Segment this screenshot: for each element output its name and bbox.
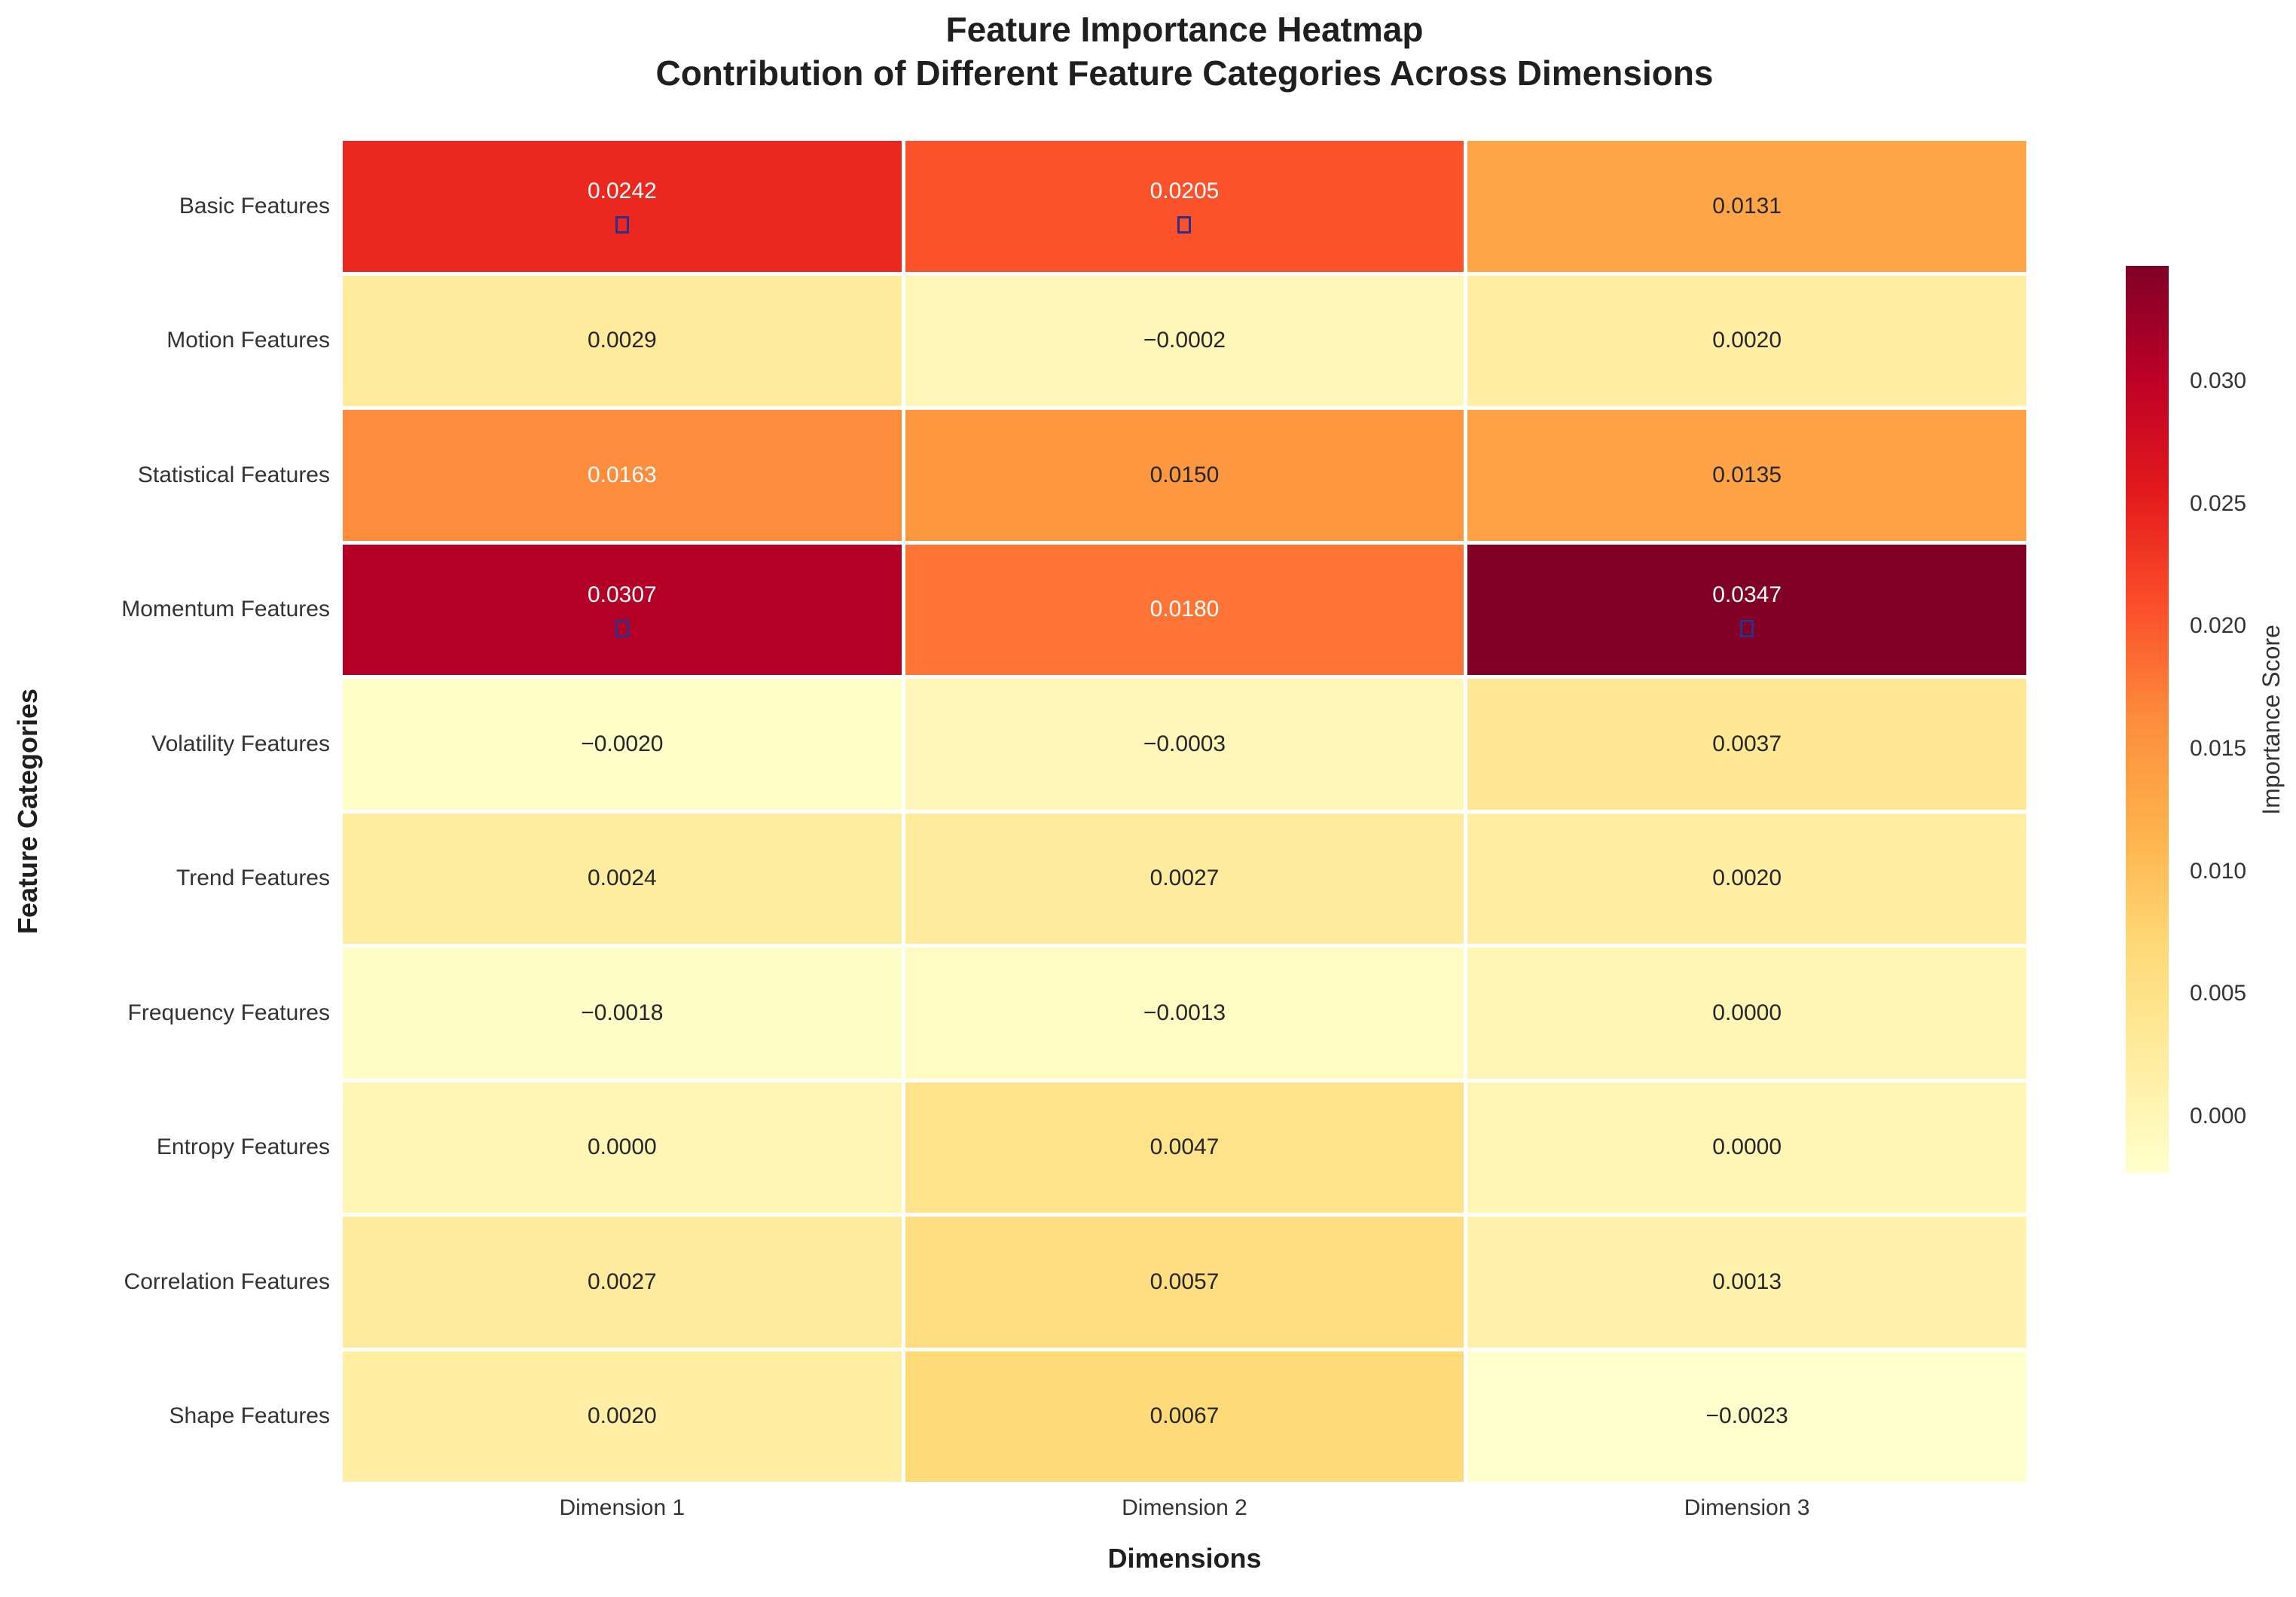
chart-title: Feature Importance Heatmap Contribution … xyxy=(343,8,2026,95)
cell-value: 0.0027 xyxy=(587,1269,657,1294)
row-label: Shape Features xyxy=(169,1403,330,1429)
heatmap-cell: 0.0135 xyxy=(1467,410,2026,541)
cell-value: −0.0003 xyxy=(1143,731,1226,756)
cell-value: 0.0027 xyxy=(1150,866,1220,891)
colorbar xyxy=(2126,266,2169,1173)
cell-value: 0.0135 xyxy=(1712,462,1782,487)
col-label: Dimension 1 xyxy=(559,1495,685,1520)
heatmap-grid: 0.0242 0.0205 0.0131 0.0029 −0.0002 0.0020 0.0… xyxy=(343,141,2026,1482)
cell-value: 0.0057 xyxy=(1150,1269,1220,1294)
cell-value: 0.0029 xyxy=(587,328,657,353)
significance-marker-icon xyxy=(615,619,629,637)
heatmap-cell: 0.0150 xyxy=(905,410,1464,541)
cell-value: 0.0180 xyxy=(1150,597,1220,622)
heatmap-cell: 0.0000 xyxy=(1467,1082,2026,1213)
heatmap-cell: 0.0180 xyxy=(905,544,1464,675)
colorbar-tick-label: 0.030 xyxy=(2190,368,2247,393)
cell-value: −0.0018 xyxy=(581,1000,664,1025)
heatmap-cell: 0.0013 xyxy=(1467,1217,2026,1348)
chart-title-line1: Feature Importance Heatmap xyxy=(945,10,1424,49)
heatmap-cell: −0.0020 xyxy=(343,679,902,810)
row-label: Volatility Features xyxy=(151,731,330,756)
cell-value: 0.0020 xyxy=(1712,866,1782,891)
cell-value: 0.0020 xyxy=(587,1403,657,1429)
cell-value: 0.0047 xyxy=(1150,1134,1220,1160)
heatmap-cell: 0.0000 xyxy=(343,1082,902,1213)
heatmap-cell: −0.0013 xyxy=(905,948,1464,1079)
colorbar-tick-label: 0.005 xyxy=(2190,981,2247,1006)
cell-value: −0.0002 xyxy=(1143,328,1226,353)
heatmap-cell: 0.0347 xyxy=(1467,544,2026,675)
cell-value: 0.0131 xyxy=(1712,193,1782,218)
heatmap-cell: 0.0057 xyxy=(905,1217,1464,1348)
heatmap-cell: 0.0020 xyxy=(1467,275,2026,406)
cell-value: −0.0023 xyxy=(1705,1403,1788,1429)
heatmap-cell: 0.0000 xyxy=(1467,948,2026,1079)
heatmap-cell: −0.0023 xyxy=(1467,1351,2026,1482)
cell-value: 0.0242 xyxy=(587,179,657,204)
heatmap-cell: 0.0027 xyxy=(343,1217,902,1348)
heatmap-cell: 0.0242 xyxy=(343,141,902,272)
heatmap-cell: −0.0003 xyxy=(905,679,1464,810)
colorbar-tick-label: 0.010 xyxy=(2190,858,2247,884)
heatmap-cell: 0.0024 xyxy=(343,813,902,944)
row-label: Entropy Features xyxy=(156,1134,330,1160)
row-label: Frequency Features xyxy=(127,1000,330,1025)
row-label: Motion Features xyxy=(166,328,330,353)
cell-value: 0.0037 xyxy=(1712,731,1782,756)
y-axis-label: Feature Categories xyxy=(12,688,44,935)
heatmap-cell: 0.0131 xyxy=(1467,141,2026,272)
cell-value: 0.0347 xyxy=(1712,582,1782,607)
heatmap-cell: 0.0307 xyxy=(343,544,902,675)
cell-value: 0.0000 xyxy=(1712,1134,1782,1160)
heatmap-cell: 0.0020 xyxy=(1467,813,2026,944)
cell-value: 0.0024 xyxy=(587,866,657,891)
row-label: Momentum Features xyxy=(121,597,330,622)
cell-value: −0.0020 xyxy=(581,731,664,756)
significance-marker-icon xyxy=(615,216,629,234)
heatmap-cell: 0.0029 xyxy=(343,275,902,406)
row-label: Basic Features xyxy=(179,193,330,218)
colorbar-tick-label: 0.000 xyxy=(2190,1104,2247,1129)
heatmap-cell: −0.0002 xyxy=(905,275,1464,406)
heatmap-cell: 0.0163 xyxy=(343,410,902,541)
col-label: Dimension 3 xyxy=(1684,1495,1810,1520)
cell-value: −0.0013 xyxy=(1143,1000,1226,1025)
heatmap-cell: 0.0037 xyxy=(1467,679,2026,810)
colorbar-label: Importance Score xyxy=(2257,624,2285,815)
heatmap-cell: 0.0067 xyxy=(905,1351,1464,1482)
heatmap-cell: −0.0018 xyxy=(343,948,902,1079)
significance-marker-icon xyxy=(1740,619,1754,637)
cell-value: 0.0067 xyxy=(1150,1403,1220,1429)
chart-title-line2: Contribution of Different Feature Catego… xyxy=(655,53,1714,93)
row-label: Trend Features xyxy=(176,866,330,891)
cell-value: 0.0000 xyxy=(587,1134,657,1160)
colorbar-tick-label: 0.025 xyxy=(2190,490,2247,516)
cell-value: 0.0307 xyxy=(587,582,657,607)
heatmap-cell: 0.0047 xyxy=(905,1082,1464,1213)
cell-value: 0.0020 xyxy=(1712,328,1782,353)
heatmap-cell: 0.0205 xyxy=(905,141,1464,272)
significance-marker-icon xyxy=(1177,216,1192,234)
col-label: Dimension 2 xyxy=(1122,1495,1247,1520)
colorbar-tick-label: 0.020 xyxy=(2190,613,2247,639)
heatmap-cell: 0.0027 xyxy=(905,813,1464,944)
cell-value: 0.0205 xyxy=(1150,179,1220,204)
cell-value: 0.0000 xyxy=(1712,1000,1782,1025)
cell-value: 0.0013 xyxy=(1712,1269,1782,1294)
cell-value: 0.0150 xyxy=(1150,462,1220,487)
row-label: Statistical Features xyxy=(137,462,330,487)
x-axis-label: Dimensions xyxy=(1107,1543,1262,1574)
row-label: Correlation Features xyxy=(124,1269,330,1294)
heatmap-cell: 0.0020 xyxy=(343,1351,902,1482)
cell-value: 0.0163 xyxy=(587,462,657,487)
colorbar-tick-label: 0.015 xyxy=(2190,736,2247,762)
colorbar-label-wrap: Importance Score xyxy=(2249,266,2294,1173)
